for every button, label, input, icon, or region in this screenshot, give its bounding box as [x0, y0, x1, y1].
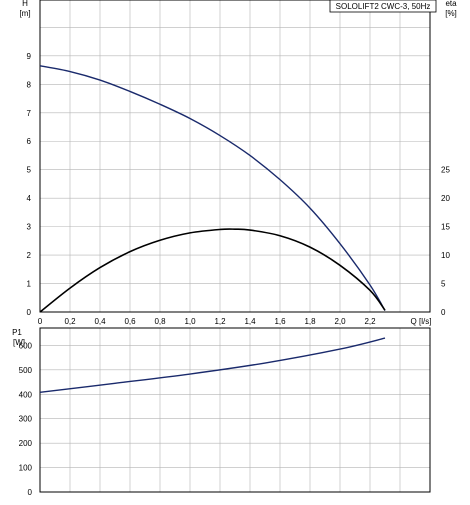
curves [39, 65, 386, 394]
x-tick-label: 0,2 [64, 317, 76, 326]
bottom-chart-grid [40, 328, 430, 492]
eta-tick-label: 15 [441, 223, 450, 232]
eta-tick-label: 10 [441, 251, 450, 260]
h-tick-label: 7 [27, 109, 32, 118]
title-box [329, 0, 437, 13]
bottom-plot-frame [39, 327, 431, 493]
head-curve [39, 65, 386, 311]
chart-title: SOLOLIFT2 CWC-3, 50Hz [336, 2, 431, 11]
x-tick-label: 0,6 [124, 317, 136, 326]
eta-axis-unit: [%] [445, 9, 457, 18]
h-tick-label: 0 [27, 308, 32, 317]
eta-tick-label: 0 [441, 308, 446, 317]
eta-tick-label: 20 [441, 194, 450, 203]
p1-tick-label: 300 [19, 415, 33, 424]
eta-axis-name: eta [445, 0, 457, 8]
h-axis-unit: [m] [19, 9, 30, 18]
top-chart-grid [40, 0, 430, 312]
x-tick-label: 0,8 [154, 317, 166, 326]
h-tick-label: 2 [27, 251, 32, 260]
x-tick-label: 1,4 [244, 317, 256, 326]
p1-axis-name: P1 [12, 328, 22, 337]
p1-tick-label: 500 [19, 366, 33, 375]
x-tick-label: 1,6 [274, 317, 286, 326]
x-tick-label: 1,8 [304, 317, 316, 326]
x-tick-label: 2,0 [334, 317, 346, 326]
h-tick-label: 3 [27, 223, 32, 232]
top-plot-frame [39, 0, 431, 313]
eta-tick-label: 25 [441, 166, 450, 175]
h-axis-name: H [22, 0, 28, 8]
eta-tick-label: 5 [441, 280, 446, 289]
h-tick-label: 9 [27, 52, 32, 61]
tick-labels: 0 0,2 0,4 0,6 0,8 1,0 1,2 1,4 1,6 1,8 2,0 2,2 0 1 2 3 4 5… [19, 52, 451, 497]
p1-tick-label: 0 [28, 488, 33, 497]
p1-axis-unit: [W] [13, 338, 25, 347]
q-axis-label: Q [l/s] [411, 317, 432, 326]
chart-frames [39, 0, 431, 493]
p1-tick-label: 600 [19, 341, 33, 350]
h-tick-label: 6 [27, 137, 32, 146]
p1-tick-label: 400 [19, 390, 33, 399]
x-tick-label: 1,0 [184, 317, 196, 326]
h-tick-label: 8 [27, 80, 32, 89]
h-tick-label: 5 [27, 166, 32, 175]
x-tick-label: 0 [38, 317, 43, 326]
x-tick-label: 0,4 [94, 317, 106, 326]
h-tick-label: 4 [27, 194, 32, 203]
p1-tick-label: 200 [19, 439, 33, 448]
power-curve [39, 337, 386, 394]
x-tick-label: 1,2 [214, 317, 226, 326]
x-tick-label: 2,2 [364, 317, 376, 326]
efficiency-curve [39, 228, 386, 313]
p1-tick-label: 100 [19, 464, 33, 473]
h-tick-label: 1 [27, 280, 32, 289]
